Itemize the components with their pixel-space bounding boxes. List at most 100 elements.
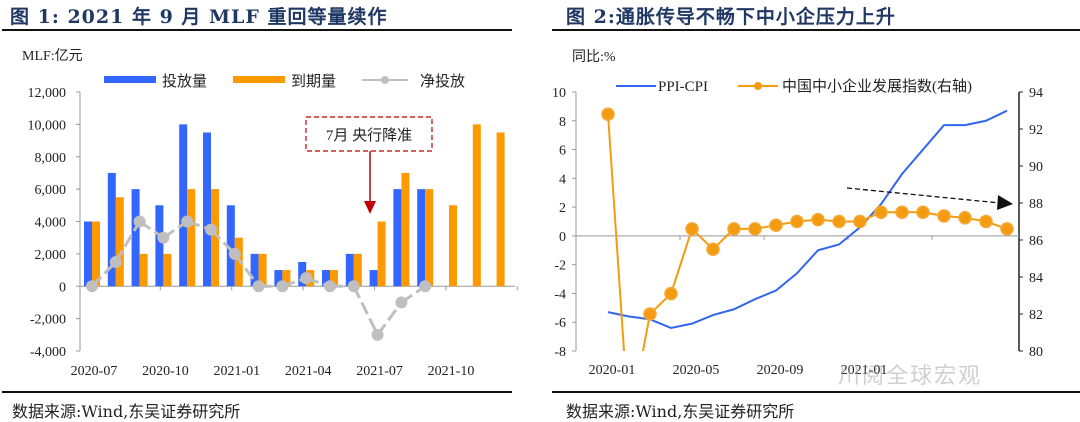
y-tick-label: 10,000	[28, 118, 67, 133]
trend-arrow-head	[997, 195, 1013, 210]
bar-issuance	[274, 270, 283, 287]
sme-index-point	[601, 107, 615, 121]
figure2-top-rule	[552, 29, 1080, 31]
sme-index-point	[916, 205, 930, 219]
sme-index-point	[643, 307, 657, 321]
sme-index-point	[937, 209, 951, 223]
legend-label-issuance: 投放量	[162, 73, 207, 90]
x-tick-label: 2021-10	[428, 364, 475, 379]
y-tick-label: 8,000	[35, 151, 67, 166]
net-point	[276, 280, 289, 293]
figure1-panel: 图 1: 2021 年 9 月 MLF 重回等量续作 MLF:亿元 -4,000…	[0, 0, 540, 421]
legend-marker-sme	[754, 82, 762, 90]
bar-maturity	[187, 189, 196, 287]
bar-maturity	[282, 270, 291, 287]
net-point	[324, 280, 336, 293]
sme-index-point	[706, 242, 720, 256]
figure1-unit-label: MLF:亿元	[22, 49, 83, 64]
bar-maturity	[163, 253, 172, 287]
legend-swatch-issuance	[104, 76, 156, 83]
figure2-chart: -8 -6 -4 -2 0 2 4 6 8 10 80 82 84 86 88 90 92 94 2020-01 20…	[552, 77, 1043, 378]
bar-issuance	[226, 205, 235, 287]
left-tick-label: -8	[554, 345, 566, 360]
net-point	[109, 255, 122, 268]
sme-index-point	[853, 214, 867, 229]
sme-index-line	[607, 114, 1008, 351]
y-tick-label: 6,000	[35, 183, 67, 198]
figure2-source: 数据来源:Wind,东吴证券研究所	[566, 402, 795, 421]
right-tick-label: 86	[1029, 234, 1043, 249]
net-line-segment	[114, 220, 141, 263]
legend-marker-net	[381, 76, 389, 84]
bar-maturity	[425, 189, 434, 287]
right-tick-label: 90	[1029, 160, 1043, 175]
legend-label-sme: 中国中小企业发展指数(右轴)	[782, 77, 972, 95]
figure2-unit-label: 同比:%	[572, 50, 616, 65]
bar-maturity	[472, 124, 481, 287]
bar-issuance	[369, 270, 378, 287]
bar-maturity	[353, 253, 362, 287]
net-point	[157, 231, 170, 244]
bar-issuance	[417, 189, 426, 287]
y-tick-label: 2,000	[35, 248, 67, 263]
annotation-arrow-head	[364, 201, 376, 214]
net-point	[205, 223, 217, 236]
legend-label-maturity: 到期量	[291, 73, 336, 90]
bar-maturity	[92, 221, 100, 287]
net-point	[300, 272, 313, 285]
net-point	[86, 280, 98, 293]
bar-issuance	[345, 253, 354, 287]
bar-maturity	[330, 270, 338, 287]
x-tick-label: 2021-01	[841, 363, 888, 378]
x-tick-label: 2021-07	[356, 364, 403, 379]
figure2-title: 图 2:通胀传导不畅下中小企压力上升	[566, 6, 896, 28]
annotation-text: 7月 央行降准	[326, 127, 412, 144]
y-tick-label: 0	[59, 280, 66, 295]
legend-label-ppi-cpi: PPI-CPI	[658, 79, 708, 95]
bar-maturity	[139, 253, 148, 287]
right-tick-label: 88	[1029, 197, 1043, 212]
figure1-top-rule	[2, 29, 512, 31]
right-tick-label: 80	[1029, 345, 1043, 360]
bar-issuance	[322, 270, 330, 287]
right-tick-label: 82	[1029, 308, 1043, 323]
figure1-chart: -4,000 -2,000 0 2,000 4,000 6,000 8,000 10,000 1…	[28, 73, 518, 379]
bar-maturity	[496, 132, 505, 287]
x-tick-label: 2020-09	[757, 363, 804, 378]
sme-index-point	[874, 205, 888, 219]
figure1-bottom-rule	[2, 391, 512, 393]
sme-index-point	[727, 222, 741, 236]
sme-index-point	[790, 214, 804, 229]
left-tick-label: 0	[559, 230, 566, 245]
left-tick-label: -6	[554, 316, 566, 331]
sme-index-point	[1000, 222, 1014, 236]
bar-maturity	[401, 172, 410, 287]
sme-index-point	[769, 218, 783, 232]
figure2-panel: 图 2:通胀传导不畅下中小企压力上升 同比:% -8 -6 -4 -2 0 2 4 6 8 10 8…	[540, 0, 1080, 421]
left-tick-label: 4	[559, 172, 566, 187]
left-tick-label: 10	[552, 86, 566, 101]
left-tick-label: 6	[559, 144, 566, 159]
figure2-bottom-rule	[552, 391, 1080, 393]
sme-index-point	[664, 286, 678, 301]
net-point	[395, 296, 408, 309]
net-point	[371, 328, 384, 341]
x-tick-label: 2020-07	[71, 364, 118, 379]
sme-index-point	[895, 205, 909, 219]
y-tick-label: 12,000	[28, 86, 67, 101]
bar-issuance	[203, 132, 211, 287]
x-tick-label: 2020-01	[589, 363, 636, 378]
bar-maturity	[211, 189, 219, 287]
sme-index-point	[832, 214, 846, 229]
net-line-segment	[352, 285, 379, 336]
bar-maturity	[234, 237, 243, 287]
sme-index-point	[748, 222, 762, 236]
legend-swatch-maturity	[233, 76, 285, 83]
left-tick-label: -2	[554, 259, 566, 274]
bar-issuance	[179, 124, 188, 287]
net-line-segment	[376, 301, 403, 336]
bar-maturity	[115, 197, 124, 287]
sme-index-point	[811, 212, 825, 227]
net-point	[181, 215, 194, 228]
annotation-box	[305, 116, 433, 152]
